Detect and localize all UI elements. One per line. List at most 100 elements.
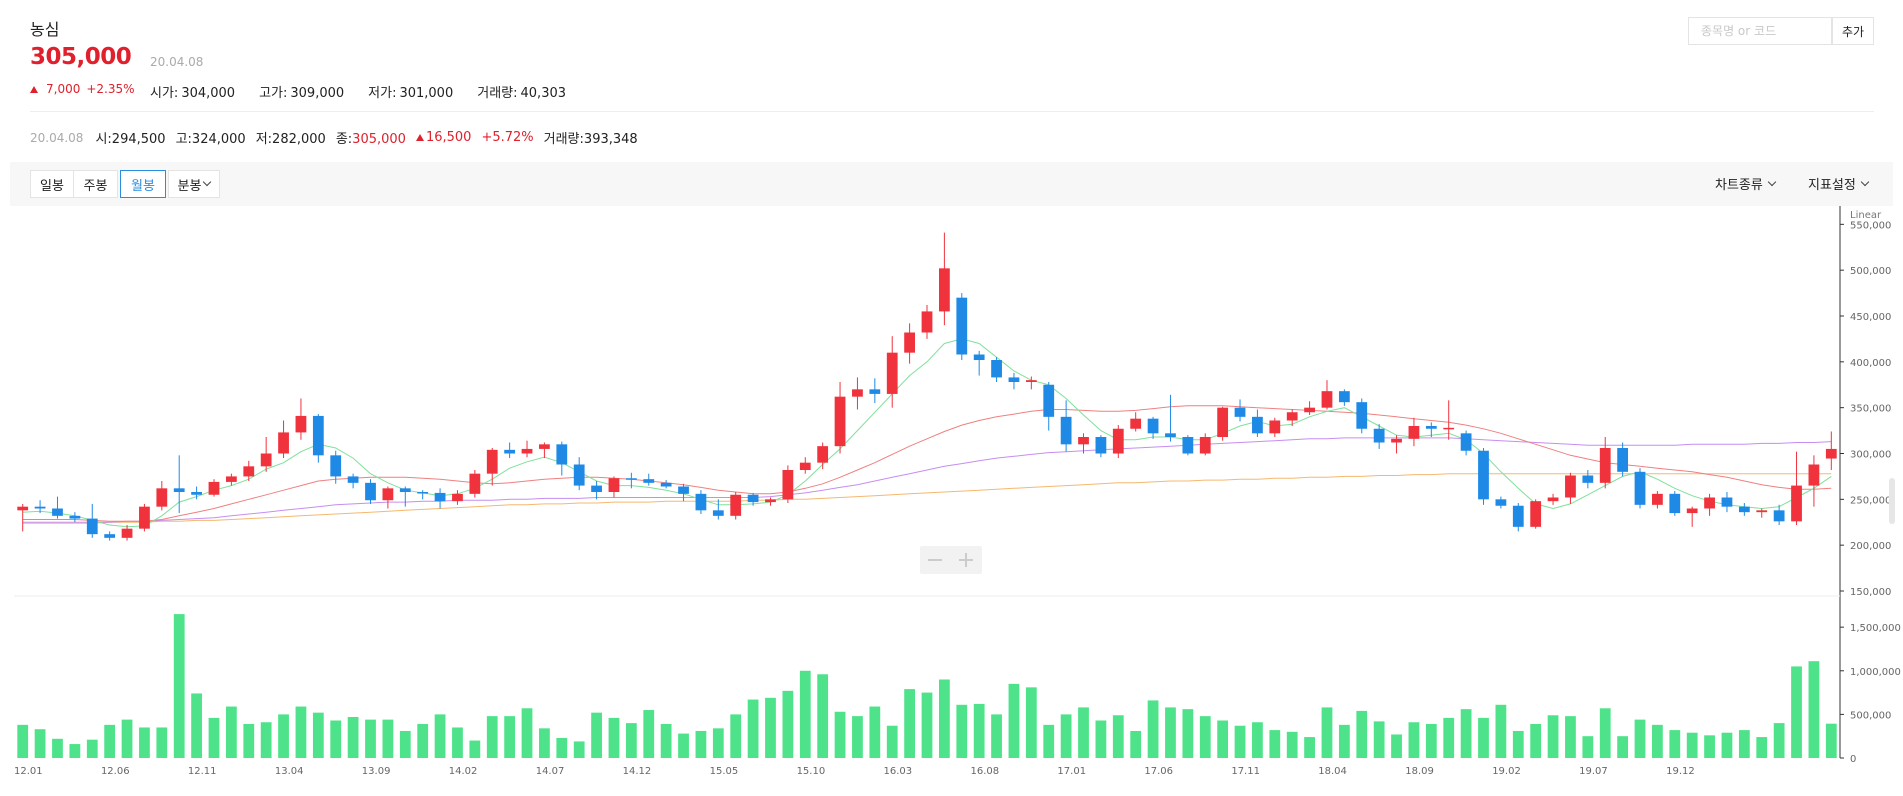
candle[interactable] <box>1095 435 1107 458</box>
candle[interactable] <box>660 480 672 489</box>
candle[interactable] <box>504 442 516 459</box>
candle[interactable] <box>1460 430 1472 456</box>
candle[interactable] <box>1495 496 1507 509</box>
candle[interactable] <box>1791 451 1802 525</box>
indicator-settings-dropdown[interactable]: 지표설정 <box>1808 174 1870 193</box>
candle[interactable] <box>69 512 81 523</box>
candle[interactable] <box>1112 425 1124 459</box>
candle[interactable] <box>886 336 898 408</box>
candle[interactable] <box>695 490 707 514</box>
candle[interactable] <box>1686 506 1698 527</box>
candle[interactable] <box>1825 431 1837 471</box>
candle[interactable] <box>1060 400 1072 452</box>
candle[interactable] <box>799 457 811 474</box>
candle[interactable] <box>938 232 950 326</box>
tab-minute[interactable]: 분봉 <box>168 170 220 198</box>
candle[interactable] <box>1530 499 1542 529</box>
candle[interactable] <box>1165 394 1176 442</box>
candle[interactable] <box>156 481 168 511</box>
stock-chart[interactable]: Linear 150,000 200,000 250,000 300,000 350,00… <box>0 206 1903 796</box>
candle[interactable] <box>747 492 759 506</box>
candle[interactable] <box>173 455 185 514</box>
candle[interactable] <box>208 479 220 497</box>
candle[interactable] <box>1808 455 1820 507</box>
candle[interactable] <box>86 503 98 538</box>
candle[interactable] <box>191 486 202 500</box>
candle[interactable] <box>1425 422 1437 437</box>
candle[interactable] <box>52 496 63 519</box>
candle[interactable] <box>834 382 846 454</box>
candle[interactable] <box>765 497 776 506</box>
candle[interactable] <box>399 486 411 507</box>
candle[interactable] <box>608 476 620 498</box>
candle[interactable] <box>591 481 602 500</box>
candle[interactable] <box>1078 433 1089 454</box>
add-button[interactable]: 추가 <box>1832 17 1874 45</box>
candle[interactable] <box>417 490 429 500</box>
candle[interactable] <box>278 420 289 459</box>
candle[interactable] <box>260 437 272 472</box>
candle[interactable] <box>382 486 394 509</box>
candle[interactable] <box>1408 417 1420 447</box>
candle[interactable] <box>1652 491 1663 509</box>
candle[interactable] <box>225 473 237 486</box>
candle[interactable] <box>104 531 116 541</box>
candle[interactable] <box>521 440 533 458</box>
candle[interactable] <box>1391 435 1402 454</box>
candle[interactable] <box>1338 389 1350 406</box>
candle[interactable] <box>991 357 1002 382</box>
stock-search-input[interactable] <box>1688 17 1832 45</box>
candle[interactable] <box>1704 493 1715 516</box>
candle[interactable] <box>1756 508 1768 518</box>
candle[interactable] <box>34 500 46 514</box>
candle[interactable] <box>1721 492 1733 513</box>
candle[interactable] <box>712 499 724 520</box>
candle[interactable] <box>573 457 585 491</box>
candle[interactable] <box>643 473 655 486</box>
candle[interactable] <box>1478 448 1489 505</box>
candle[interactable] <box>1130 412 1142 432</box>
candle[interactable] <box>312 414 324 463</box>
candle[interactable] <box>1599 437 1611 489</box>
candle[interactable] <box>1443 400 1455 440</box>
candle[interactable] <box>1025 376 1037 390</box>
candle[interactable] <box>678 483 689 502</box>
candle[interactable] <box>1234 399 1246 422</box>
candle[interactable] <box>921 305 933 339</box>
scroll-handle[interactable] <box>1889 478 1895 524</box>
tab-monthly[interactable]: 월봉 <box>120 170 166 198</box>
candle[interactable] <box>469 470 481 498</box>
candle[interactable] <box>973 350 985 376</box>
candle[interactable] <box>1582 470 1594 489</box>
candle[interactable] <box>1304 401 1315 415</box>
candle[interactable] <box>817 442 829 470</box>
candle[interactable] <box>625 472 637 489</box>
candle[interactable] <box>1182 435 1194 456</box>
candle[interactable] <box>1617 442 1629 477</box>
candle[interactable] <box>1565 472 1576 504</box>
candle[interactable] <box>556 441 568 476</box>
candle[interactable] <box>1147 416 1159 439</box>
candle[interactable] <box>1547 493 1559 505</box>
candle[interactable] <box>1199 433 1211 456</box>
candle[interactable] <box>1321 380 1333 410</box>
candle[interactable] <box>956 293 968 360</box>
candle[interactable] <box>782 465 794 503</box>
candle[interactable] <box>1252 409 1263 438</box>
candle[interactable] <box>121 525 133 541</box>
candle[interactable] <box>365 479 376 504</box>
candle[interactable] <box>1373 424 1385 449</box>
candle[interactable] <box>1286 409 1298 427</box>
tab-weekly[interactable]: 주봉 <box>73 170 118 198</box>
zoom-in-icon[interactable] <box>959 553 973 567</box>
candle[interactable] <box>486 448 498 486</box>
candle[interactable] <box>1269 417 1281 437</box>
candle[interactable] <box>1738 503 1750 516</box>
tab-daily[interactable]: 일봉 <box>30 170 74 198</box>
candle[interactable] <box>539 442 550 459</box>
candle[interactable] <box>434 488 446 509</box>
candle[interactable] <box>1669 491 1681 516</box>
candle[interactable] <box>243 460 255 481</box>
candle[interactable] <box>1008 372 1020 390</box>
candle[interactable] <box>452 490 463 505</box>
